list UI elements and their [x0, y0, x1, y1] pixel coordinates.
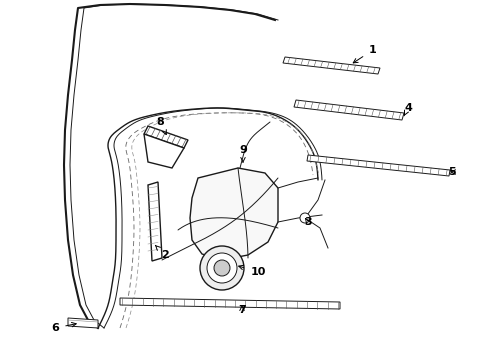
Text: 2: 2: [155, 246, 169, 260]
Circle shape: [214, 260, 230, 276]
Text: 1: 1: [353, 45, 377, 63]
Text: 6: 6: [51, 323, 76, 333]
Polygon shape: [190, 168, 278, 260]
Polygon shape: [144, 134, 184, 168]
Polygon shape: [68, 318, 98, 328]
Text: 3: 3: [304, 217, 312, 227]
Text: 8: 8: [156, 117, 166, 135]
Circle shape: [200, 246, 244, 290]
Circle shape: [207, 253, 237, 283]
Polygon shape: [144, 126, 188, 148]
Text: 9: 9: [239, 145, 247, 162]
Text: 7: 7: [238, 305, 246, 315]
Text: 10: 10: [239, 265, 266, 277]
Polygon shape: [148, 182, 162, 261]
Text: 4: 4: [404, 103, 412, 116]
Polygon shape: [294, 100, 404, 120]
Polygon shape: [307, 155, 450, 176]
Text: 5: 5: [448, 167, 456, 177]
Polygon shape: [120, 298, 340, 309]
Polygon shape: [283, 57, 380, 74]
Circle shape: [300, 213, 310, 223]
